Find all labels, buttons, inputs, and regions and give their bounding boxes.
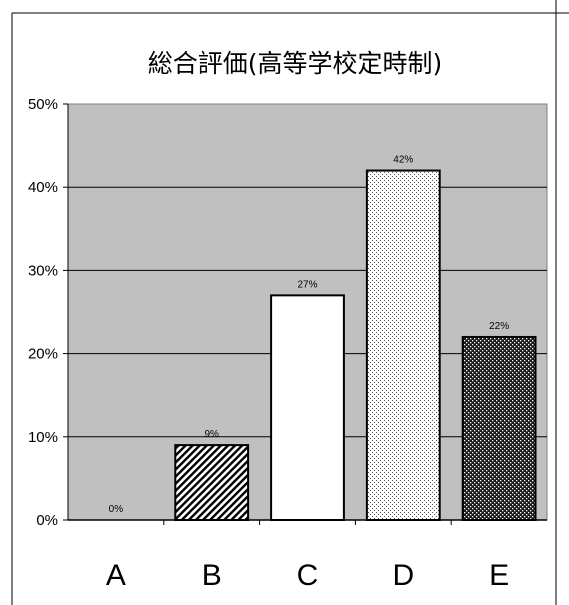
y-tick-label: 20% [28, 346, 58, 363]
data-label-c: 27% [297, 279, 317, 290]
x-tick-label-c: C [297, 559, 319, 592]
bar-b [174, 444, 250, 521]
bars [174, 169, 537, 521]
y-tick-label: 50% [28, 96, 58, 113]
bar-d [365, 169, 441, 521]
y-tick-label: 0% [36, 512, 58, 529]
data-label-a: 0% [109, 504, 124, 515]
y-tick-label: 30% [28, 262, 58, 279]
x-tick-label-b: B [202, 559, 222, 592]
data-label-b: 9% [204, 429, 219, 440]
data-label-d: 42% [393, 155, 413, 166]
x-tick-label-d: D [392, 559, 414, 592]
y-tick-label: 10% [28, 429, 58, 446]
x-tick-label-e: E [489, 559, 509, 592]
x-tick-label-a: A [106, 559, 126, 592]
bar-c [270, 294, 345, 521]
data-labels: 0% 9% 27% 42% 22% [109, 155, 510, 515]
data-label-e: 22% [489, 321, 509, 332]
chart-title: 総合評価(高等学校定時制) [148, 49, 443, 78]
bar-e [461, 335, 537, 521]
x-axis: A B C D E [68, 519, 547, 592]
y-tick-label: 40% [28, 179, 58, 196]
y-axis: 0% 10% 20% 30% 40% 50% [28, 96, 69, 529]
